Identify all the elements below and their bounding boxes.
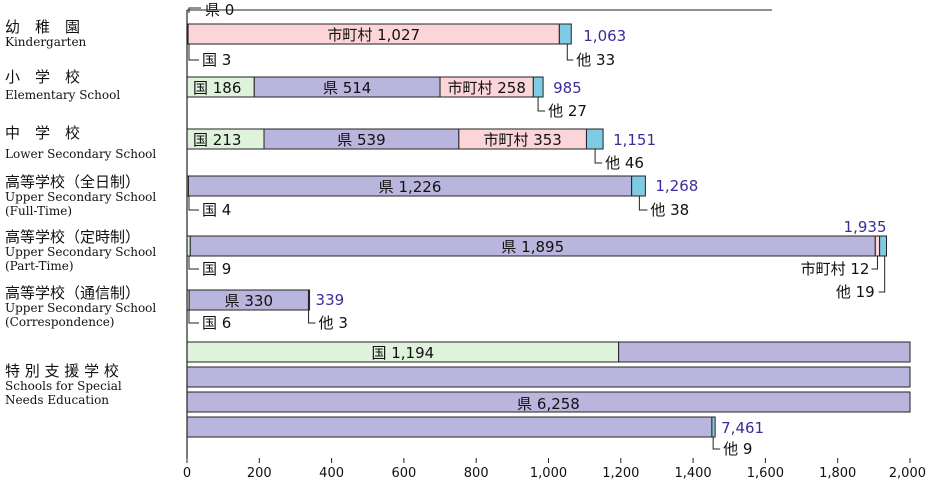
bar-segment-other bbox=[879, 235, 888, 257]
segment-label-national: 国 6 bbox=[202, 314, 231, 332]
leader-line bbox=[188, 44, 199, 61]
category-label: 高等学校（定時制） bbox=[5, 228, 140, 246]
total-label: 7,461 bbox=[721, 419, 764, 437]
category-label-en: Schools for Special bbox=[5, 379, 122, 393]
leader-line bbox=[308, 310, 316, 324]
bar-segment-other bbox=[711, 416, 716, 438]
segment-label-other: 他 19 bbox=[836, 283, 875, 301]
segment-label-municipal: 市町村 12 bbox=[801, 260, 870, 278]
category-label-en: Kindergarten bbox=[5, 35, 87, 49]
segment-label-national: 国 9 bbox=[202, 260, 231, 278]
bar-segment-prefectural bbox=[618, 341, 911, 363]
segment-label-national: 国 3 bbox=[202, 51, 231, 69]
segment-label-prefectural: 県 6,258 bbox=[517, 395, 580, 413]
segment-label-other: 他 9 bbox=[723, 440, 752, 458]
category-label-en: Upper Secondary School bbox=[5, 245, 156, 259]
leader-line bbox=[537, 97, 546, 112]
segment-label-national: 国 213 bbox=[193, 131, 241, 149]
leader-line bbox=[566, 44, 574, 61]
category-label: 特 別 支 援 学 校 bbox=[5, 362, 119, 380]
x-tick-label: 1,800 bbox=[819, 466, 856, 481]
category-label: 幼 稚 園 bbox=[5, 18, 80, 36]
x-tick-label: 600 bbox=[391, 466, 416, 481]
segment-label-national: 国 186 bbox=[193, 79, 241, 97]
bar-segment-other bbox=[307, 289, 311, 311]
bar-segment-other bbox=[631, 175, 646, 197]
segment-label-other: 他 3 bbox=[319, 314, 348, 332]
category-label-en: Lower Secondary School bbox=[5, 147, 156, 161]
x-tick-label: 200 bbox=[247, 466, 272, 481]
segment-label-municipal: 市町村 353 bbox=[483, 131, 561, 149]
x-tick-label: 0 bbox=[183, 466, 191, 481]
total-label: 1,063 bbox=[583, 27, 626, 45]
category-label: 小 学 校 bbox=[5, 68, 80, 86]
category-label-en: (Part-Time) bbox=[5, 259, 74, 273]
segment-label-national: 国 1,194 bbox=[371, 344, 434, 362]
segment-label-municipal: 市町村 258 bbox=[447, 79, 525, 97]
bar-segment-other bbox=[585, 128, 604, 150]
bar-segment-municipal bbox=[874, 235, 881, 257]
leader-line bbox=[638, 196, 648, 211]
total-label: 985 bbox=[553, 79, 582, 97]
leader-line bbox=[188, 7, 201, 13]
x-tick-label: 1,400 bbox=[674, 466, 711, 481]
x-tick-label: 1,200 bbox=[602, 466, 639, 481]
total-label: 1,151 bbox=[613, 131, 656, 149]
category-label-en: Needs Education bbox=[5, 393, 109, 407]
category-label-en: Upper Secondary School bbox=[5, 301, 156, 315]
segment-label-other: 他 46 bbox=[605, 154, 644, 172]
leader-line bbox=[878, 256, 886, 293]
category-label-en: (Full-Time) bbox=[5, 204, 72, 218]
leader-line bbox=[871, 256, 878, 270]
category-label-en: Elementary School bbox=[5, 88, 120, 102]
x-tick-label: 400 bbox=[319, 466, 344, 481]
bar-segment-prefectural bbox=[186, 416, 713, 438]
leader-line bbox=[188, 256, 199, 270]
x-tick-label: 1,600 bbox=[747, 466, 784, 481]
leader-line bbox=[594, 149, 603, 164]
category-label: 高等学校（通信制） bbox=[5, 284, 140, 302]
leader-line bbox=[188, 196, 199, 211]
segment-label-municipal: 市町村 1,027 bbox=[327, 26, 420, 44]
x-tick-label: 1,000 bbox=[530, 466, 567, 481]
segment-label-other: 他 38 bbox=[650, 201, 689, 219]
category-label: 中 学 校 bbox=[5, 124, 80, 142]
total-label: 1,935 bbox=[844, 218, 887, 236]
category-label: 高等学校（全日制） bbox=[5, 173, 140, 191]
segment-label-prefectural: 県 1,895 bbox=[501, 238, 564, 256]
segment-label-prefectural: 県 514 bbox=[323, 79, 371, 97]
segment-label-prefectural: 県 539 bbox=[337, 131, 385, 149]
segment-label-prefectural: 県 1,226 bbox=[379, 178, 442, 196]
segment-label-other: 他 33 bbox=[576, 51, 615, 69]
leader-line bbox=[712, 437, 721, 450]
x-tick-label: 800 bbox=[464, 466, 489, 481]
category-label-en: (Correspondence) bbox=[5, 315, 114, 329]
bar-segment-other bbox=[558, 23, 572, 45]
total-label: 339 bbox=[316, 291, 345, 309]
segment-label-prefectural: 県 330 bbox=[225, 292, 273, 310]
segment-label-other: 他 27 bbox=[548, 102, 587, 120]
bar-segment-prefectural bbox=[186, 366, 911, 388]
x-tick-label: 2,000 bbox=[889, 466, 926, 481]
segment-label-national: 国 4 bbox=[202, 201, 231, 219]
leader-line bbox=[188, 310, 199, 324]
total-label: 1,268 bbox=[655, 177, 698, 195]
category-label-en: Upper Secondary School bbox=[5, 190, 156, 204]
bar-segment-other bbox=[532, 76, 544, 98]
